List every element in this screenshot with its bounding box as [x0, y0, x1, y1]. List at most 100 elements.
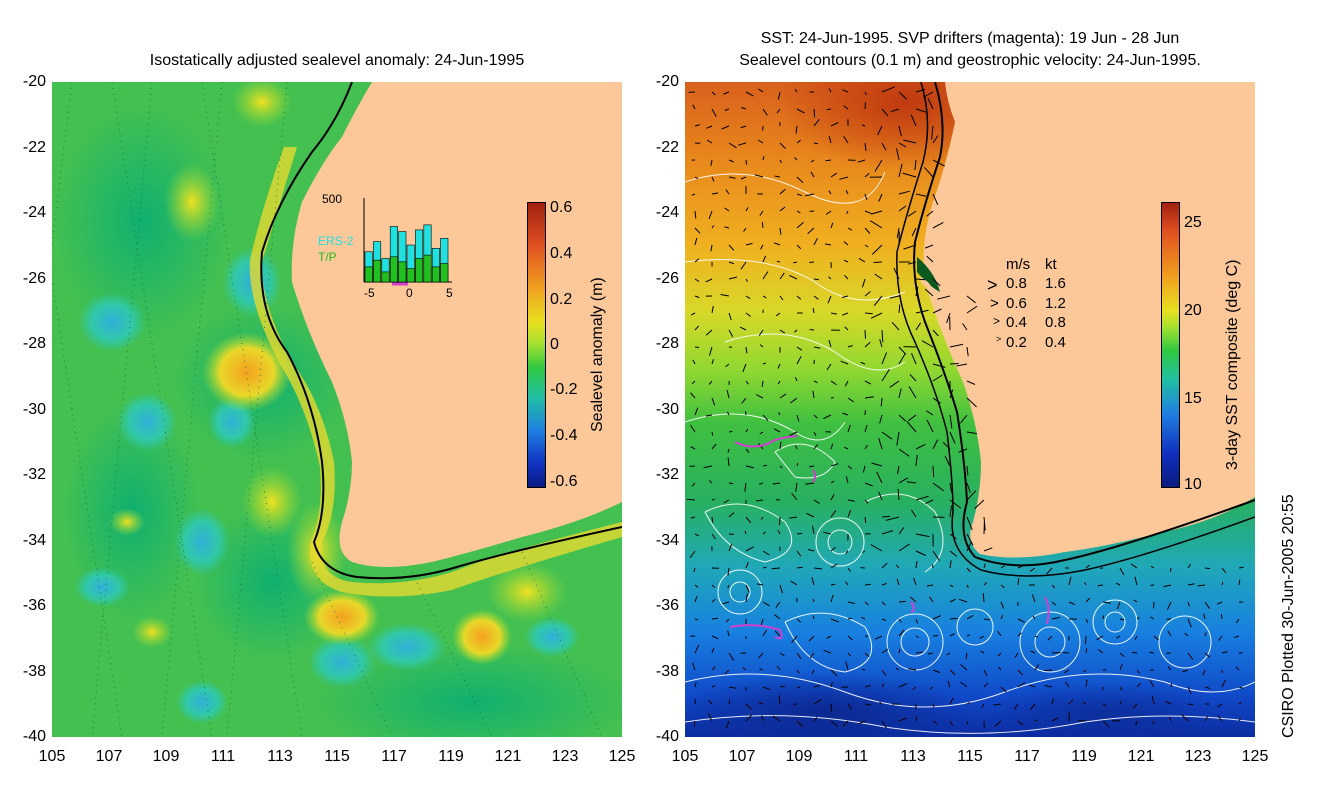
velocity-arrow [844, 446, 849, 450]
velocity-arrow [790, 397, 798, 404]
x-axis-tick-label: 121 [494, 748, 522, 765]
velocity-arrow [1044, 669, 1053, 671]
velocity-arrow [694, 595, 698, 603]
velocity-arrow [881, 618, 887, 621]
velocity-arrow [1085, 635, 1087, 645]
sst-colorbar-tick: 25 [1184, 214, 1202, 231]
velocity-arrow [898, 142, 907, 148]
velocity-arrow [774, 630, 781, 637]
velocity-arrow [796, 720, 804, 728]
velocity-arrow [847, 227, 852, 231]
sst-colorbar-label: 3-day SST composite (deg C) [1224, 259, 1241, 470]
velocity-arrow [692, 104, 696, 110]
velocity-arrow [857, 720, 866, 725]
velocity-arrow [791, 492, 798, 501]
velocity-arrow [796, 176, 804, 184]
velocity-arrow [949, 633, 956, 637]
velocity-arrow [726, 389, 730, 399]
x-axis-tick-label: 105 [671, 748, 699, 765]
velocity-arrow [910, 596, 917, 603]
velocity-arrow [966, 533, 974, 546]
velocity-arrow [949, 697, 954, 705]
velocity-arrow [756, 499, 764, 502]
x-axis-tick-label: 119 [438, 748, 464, 765]
x-axis-tick-label: 119 [1071, 748, 1097, 765]
velocity-arrow [864, 703, 872, 706]
velocity-arrow [758, 652, 764, 659]
velocity-arrow [1134, 576, 1138, 586]
velocity-arrow [1017, 720, 1024, 726]
velocity-arrow [881, 108, 889, 117]
velocity-arrow [694, 533, 700, 537]
velocity-arrow [915, 550, 927, 556]
velocity-arrow [807, 549, 815, 552]
velocity-arrow [932, 159, 946, 167]
velocity-arrow [745, 593, 748, 603]
velocity-arrow [896, 431, 900, 446]
velocity-arrow [1102, 601, 1111, 604]
velocity-arrow [745, 428, 749, 433]
velocity-arrow [949, 720, 954, 727]
velocity-arrow [965, 652, 968, 660]
velocity-arrow [823, 531, 832, 535]
velocity-arrow [694, 407, 699, 416]
velocity-arrow [708, 699, 713, 705]
velocity-arrow [754, 174, 764, 178]
y-axis-tick-label: -38 [655, 662, 679, 680]
velocity-arrow [915, 561, 918, 569]
velocity-arrow [745, 465, 754, 469]
velocity-arrow [1000, 565, 1005, 569]
velocity-arrow [1131, 651, 1138, 654]
velocity-arrow [1238, 701, 1242, 705]
velocity-arrow [807, 227, 815, 235]
velocity-arrow [742, 363, 747, 373]
left-map-panel[interactable] [52, 82, 622, 737]
velocity-arrow [745, 714, 753, 722]
velocity-arrow [864, 482, 873, 487]
velocity-arrow [741, 397, 747, 404]
velocity-arrow [1153, 635, 1159, 641]
y-axis-tick-label: -26 [22, 269, 46, 287]
velocity-arrow [926, 255, 934, 263]
left-map-title: Isostatically adjusted sealevel anomaly:… [149, 52, 525, 69]
velocity-arrow [881, 515, 891, 518]
velocity-arrow [720, 294, 730, 297]
velocity-arrow [879, 339, 883, 348]
velocity-arrow [1017, 669, 1024, 676]
velocity-arrow [878, 491, 883, 501]
velocity-legend-arrow-icon: > [990, 294, 999, 312]
velocity-arrow [877, 125, 883, 136]
velocity-arrow [979, 635, 985, 639]
y-axis-tick-label: -30 [22, 400, 46, 418]
velocity-arrow [826, 635, 832, 639]
velocity-arrow [694, 681, 697, 688]
velocity-arrow [776, 108, 781, 114]
velocity-arrow [981, 703, 985, 708]
right-map-panel[interactable] [685, 82, 1255, 737]
velocity-arrow [997, 630, 1002, 637]
velocity-arrow [830, 443, 834, 450]
velocity-arrow [881, 648, 889, 654]
velocity-arrow [706, 139, 713, 144]
velocity-arrow [813, 716, 818, 722]
velocity-arrow [757, 139, 764, 144]
velocity-arrow [812, 390, 815, 399]
velocity-arrow [740, 176, 747, 180]
velocity-arrow [1167, 666, 1172, 671]
velocity-arrow [847, 601, 855, 604]
velocity-arrow [932, 720, 938, 725]
velocity-arrow [864, 601, 869, 606]
velocity-arrow [993, 703, 1002, 706]
velocity-arrow [966, 634, 970, 637]
velocity-arrow [760, 516, 764, 520]
velocity-arrow [727, 567, 730, 576]
velocity-arrow [913, 577, 917, 586]
velocity-arrow [845, 550, 849, 554]
velocity-arrow [1187, 618, 1192, 628]
velocity-arrow [912, 686, 917, 690]
velocity-arrow [776, 260, 781, 263]
sealevel-colorbar-tick: -0.6 [550, 473, 578, 490]
velocity-arrow [1034, 719, 1038, 722]
velocity-arrow [830, 480, 835, 484]
velocity-arrow [805, 482, 815, 485]
